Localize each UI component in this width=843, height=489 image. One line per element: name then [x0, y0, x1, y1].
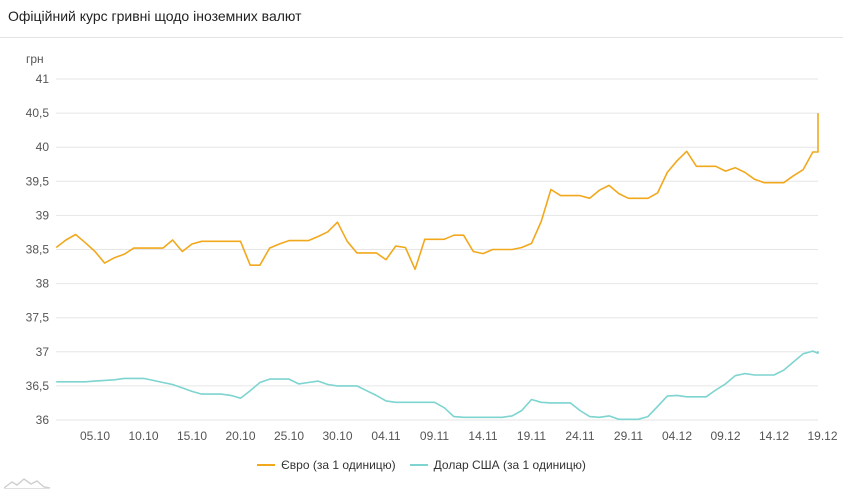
x-tick-label: 04.12	[662, 429, 692, 443]
y-tick-label: 39	[36, 208, 50, 222]
chart-header: Офіційний курс гривні щодо іноземних вал…	[0, 0, 843, 38]
x-tick-label: 24.11	[565, 429, 594, 443]
series-line-euro[interactable]	[55, 113, 819, 271]
legend-label-usd: Долар США (за 1 одиницю)	[433, 458, 586, 472]
y-axis-ticks: 41 40,5 40 39,5 39 38,5 38 37,5 37 36,5 36	[26, 72, 50, 427]
legend-item-euro[interactable]: Євро (за 1 одиницю)	[257, 458, 396, 472]
x-tick-label: 14.12	[759, 429, 789, 443]
mountain-logo-icon	[4, 478, 50, 489]
x-tick-label: 09.12	[710, 429, 740, 443]
x-tick-label: 04.11	[371, 429, 400, 443]
x-tick-label: 20.10	[225, 429, 255, 443]
x-tick-label: 30.10	[322, 429, 352, 443]
y-tick-label: 41	[36, 72, 50, 86]
y-tick-label: 38,5	[26, 243, 50, 257]
chart-legend: Євро (за 1 одиницю) Долар США (за 1 один…	[0, 456, 843, 474]
legend-swatch-usd	[409, 464, 428, 466]
y-tick-label: 37,5	[26, 311, 50, 325]
y-tick-label: 36,5	[26, 379, 50, 393]
x-tick-label: 14.11	[468, 429, 497, 443]
x-tick-label: 09.11	[420, 429, 449, 443]
x-tick-label: 15.10	[177, 429, 207, 443]
legend-swatch-euro	[257, 464, 276, 466]
y-tick-label: 40,5	[26, 106, 50, 120]
x-tick-label: 25.10	[274, 429, 304, 443]
series-line-usd[interactable]	[56, 350, 819, 421]
y-tick-label: 40	[36, 140, 50, 154]
y-tick-label: 37	[36, 345, 50, 359]
legend-label-euro: Євро (за 1 одиницю)	[281, 458, 396, 472]
x-tick-label: 10.10	[128, 429, 158, 443]
y-axis-label: грн	[26, 52, 44, 66]
x-axis-ticks: 05.10 10.10 15.10 20.10 25.10 30.10 04.11 09.11…	[80, 429, 838, 443]
x-tick-label: 19.12	[807, 429, 837, 443]
legend-item-usd[interactable]: Долар США (за 1 одиницю)	[409, 458, 586, 472]
x-tick-label: 05.10	[80, 429, 110, 443]
x-tick-label: 29.11	[614, 429, 643, 443]
y-tick-label: 38	[36, 277, 50, 291]
y-tick-label: 39,5	[26, 174, 50, 188]
grid-lines	[56, 78, 818, 421]
currency-rate-chart: грн 41 40,5 40 39,5 39 38,5 38 37,5 37 36,5 36 05.…	[26, 52, 838, 443]
page-title: Офіційний курс гривні щодо іноземних вал…	[8, 8, 302, 24]
x-tick-label: 19.11	[517, 429, 546, 443]
y-tick-label: 36	[36, 413, 50, 427]
series-lines	[55, 113, 819, 421]
